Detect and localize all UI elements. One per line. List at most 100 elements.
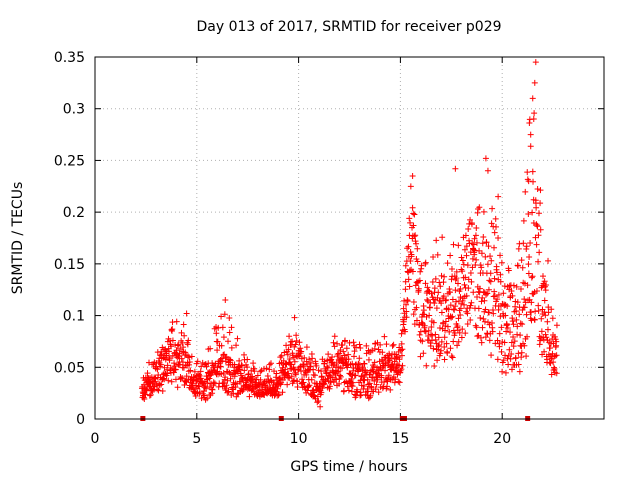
data-point — [390, 341, 397, 348]
data-point — [398, 366, 405, 373]
data-point — [281, 349, 288, 356]
data-point — [515, 350, 522, 357]
data-point — [480, 233, 487, 240]
data-point — [377, 341, 384, 348]
data-point — [455, 338, 462, 345]
data-point — [303, 344, 310, 351]
data-point — [521, 342, 528, 349]
data-point — [414, 258, 421, 265]
data-point — [476, 285, 483, 292]
data-point — [158, 351, 165, 358]
data-point — [478, 339, 485, 346]
data-point — [381, 333, 388, 340]
data-point — [427, 343, 434, 350]
data-point — [239, 388, 246, 395]
data-point — [303, 371, 310, 378]
data-point — [418, 262, 425, 269]
data-point — [529, 273, 536, 280]
y-tick-label: 0.25 — [54, 153, 85, 169]
data-point — [523, 243, 530, 250]
data-point — [498, 348, 505, 355]
data-point — [435, 289, 442, 296]
x-tick-label: 5 — [192, 431, 201, 447]
data-point-outlier — [529, 95, 536, 102]
data-point — [514, 299, 521, 306]
data-point — [498, 324, 505, 331]
data-point — [176, 361, 183, 368]
x-tick-label: 10 — [290, 431, 308, 447]
data-point — [449, 296, 456, 303]
data-point — [544, 318, 551, 325]
data-point — [171, 363, 178, 370]
data-point — [446, 289, 453, 296]
data-point — [511, 338, 518, 345]
data-point — [473, 324, 480, 331]
data-point — [410, 210, 417, 217]
data-point — [553, 338, 560, 345]
x-axis-label: GPS time / hours — [290, 459, 407, 475]
data-point — [541, 297, 548, 304]
data-point — [459, 326, 466, 333]
data-point — [245, 370, 252, 377]
data-point — [246, 393, 253, 400]
data-point — [266, 361, 273, 368]
data-point — [422, 259, 429, 266]
data-point — [410, 298, 417, 305]
data-point — [169, 337, 176, 344]
grid-layer — [95, 57, 604, 419]
data-point — [191, 368, 198, 375]
data-point — [493, 269, 500, 276]
data-point — [495, 291, 502, 298]
data-point — [440, 319, 447, 326]
data-point — [226, 356, 233, 363]
data-point — [444, 323, 451, 330]
data-point — [285, 346, 292, 353]
data-point — [345, 387, 352, 394]
data-point — [525, 210, 532, 217]
data-point — [529, 168, 536, 175]
data-point — [453, 298, 460, 305]
data-point — [531, 316, 538, 323]
data-point — [534, 186, 541, 193]
data-point — [465, 285, 472, 292]
data-point — [405, 276, 412, 283]
data-point — [508, 287, 515, 294]
data-point — [214, 347, 221, 354]
data-point — [164, 370, 171, 377]
data-point — [254, 372, 261, 379]
data-point — [502, 352, 509, 359]
data-point — [497, 278, 504, 285]
data-point — [516, 311, 523, 318]
data-point — [298, 348, 305, 355]
data-point — [180, 321, 187, 328]
data-point — [451, 306, 458, 313]
data-point — [516, 368, 523, 375]
data-point — [437, 283, 444, 290]
data-point — [294, 378, 301, 385]
data-point — [487, 278, 494, 285]
data-point-outlier — [222, 297, 229, 304]
data-point — [463, 292, 470, 299]
data-point — [196, 389, 203, 396]
data-point — [551, 364, 558, 371]
data-point — [410, 311, 417, 318]
data-point — [429, 332, 436, 339]
data-point — [412, 238, 419, 245]
data-point — [547, 360, 554, 367]
data-point — [473, 256, 480, 263]
data-point — [431, 285, 438, 292]
data-point — [317, 403, 324, 410]
data-point — [528, 309, 535, 316]
data-point — [314, 399, 321, 406]
data-point — [459, 257, 466, 264]
data-point — [442, 322, 449, 329]
data-point — [467, 302, 474, 309]
data-point — [227, 357, 234, 364]
data-point — [399, 346, 406, 353]
data-point — [541, 348, 548, 355]
data-point — [535, 302, 542, 309]
data-point — [524, 282, 531, 289]
data-point — [548, 306, 555, 313]
data-point — [430, 345, 437, 352]
data-point — [533, 204, 540, 211]
